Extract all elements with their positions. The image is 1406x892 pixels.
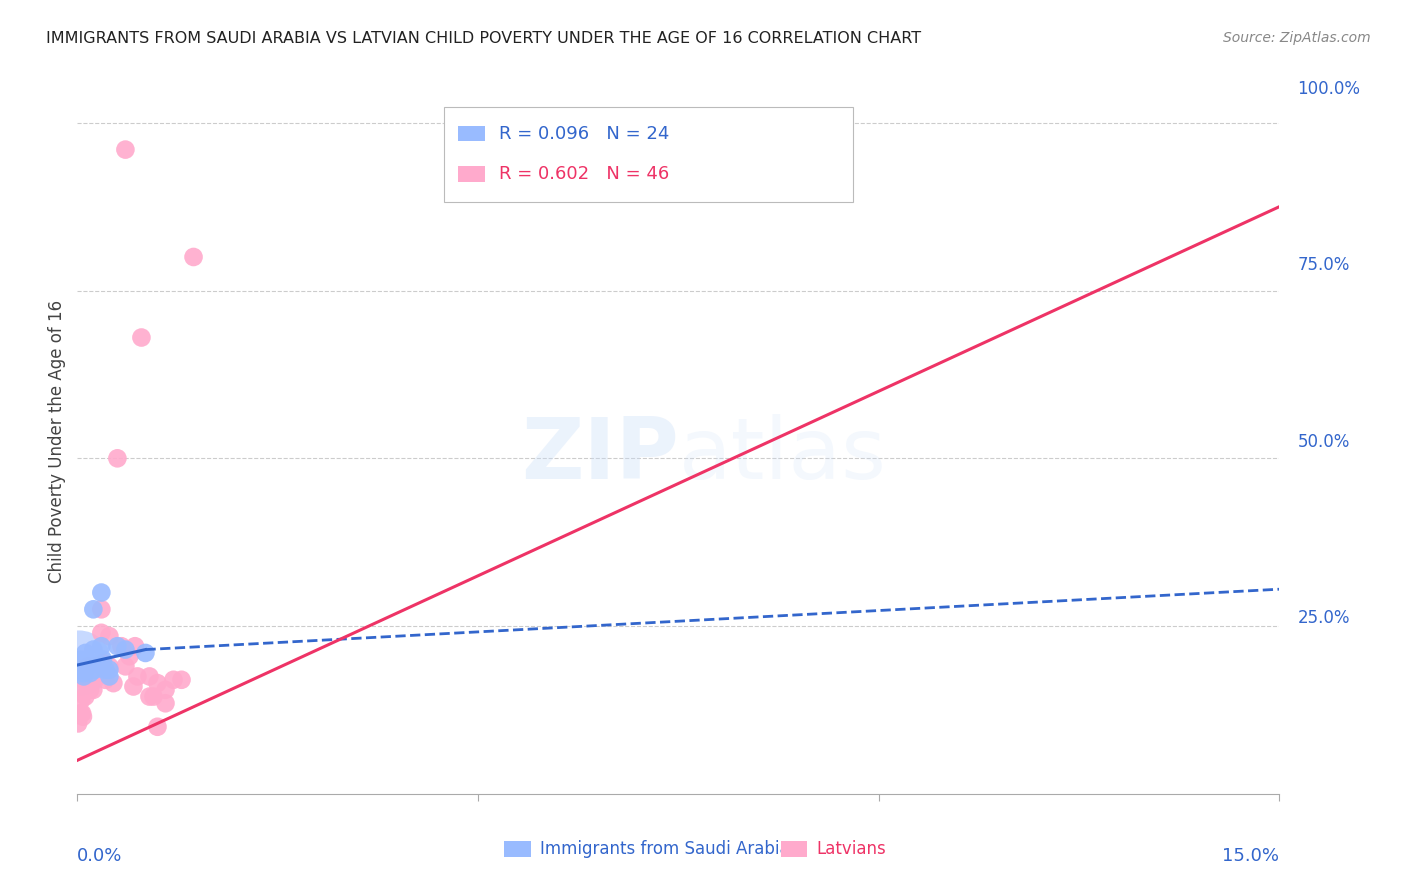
Point [82,642,104,657]
Text: ZIP: ZIP [520,414,679,497]
Point [70,659,93,673]
Point [82,682,104,697]
Point [98,669,121,683]
Point [76,676,98,690]
Point [107,451,129,466]
Text: R = 0.096   N = 24: R = 0.096 N = 24 [499,125,669,143]
Point [67,656,90,670]
Point [69,682,91,697]
Text: 25.0%: 25.0% [1298,608,1350,627]
Point [142,690,165,704]
Point [73,666,96,681]
Point [72,709,94,723]
Point [70,693,93,707]
Point [107,639,129,653]
Point [162,673,184,687]
Point [86,656,108,670]
Point [77,680,100,694]
Point [98,629,121,643]
Point [98,659,121,673]
Point [75,663,97,677]
Point [79,669,101,683]
Y-axis label: Child Poverty Under the Age of 16: Child Poverty Under the Age of 16 [48,300,66,583]
Text: R = 0.602   N = 46: R = 0.602 N = 46 [499,165,669,183]
Point [114,642,136,657]
Text: 75.0%: 75.0% [1298,256,1350,275]
Point [90,585,112,599]
Point [82,602,104,616]
Point [73,673,96,687]
Point [67,716,90,731]
Point [122,680,145,694]
Point [146,676,169,690]
Text: 15.0%: 15.0% [1222,847,1279,864]
Point [86,669,108,683]
Point [146,720,169,734]
Point [80,673,103,687]
Text: atlas: atlas [679,414,886,497]
Point [134,646,156,660]
Text: 50.0%: 50.0% [1298,433,1350,450]
Point [124,639,146,653]
Point [138,669,160,683]
Point [70,663,93,677]
FancyBboxPatch shape [458,126,485,141]
Point [183,250,205,264]
Point [75,669,97,683]
Point [103,676,125,690]
Point [90,625,112,640]
Point [73,669,96,683]
Text: 0.0%: 0.0% [77,847,122,864]
Point [155,696,177,710]
Text: Immigrants from Saudi Arabia: Immigrants from Saudi Arabia [540,840,790,858]
FancyBboxPatch shape [458,166,485,181]
Point [127,669,149,683]
Point [76,653,98,667]
Point [155,682,177,697]
Point [75,646,97,660]
Point [77,656,100,670]
Point [170,673,193,687]
Text: Source: ZipAtlas.com: Source: ZipAtlas.com [1223,31,1371,45]
Point [84,659,107,673]
Point [76,659,98,673]
FancyBboxPatch shape [505,841,530,856]
Point [118,649,141,664]
Point [114,143,136,157]
Point [69,706,91,721]
Text: IMMIGRANTS FROM SAUDI ARABIA VS LATVIAN CHILD POVERTY UNDER THE AGE OF 16 CORREL: IMMIGRANTS FROM SAUDI ARABIA VS LATVIAN … [46,31,921,46]
Point [110,639,132,653]
Point [94,663,117,677]
Point [69,653,91,667]
Point [90,639,112,653]
Point [91,656,114,670]
Point [114,659,136,673]
Point [91,653,114,667]
Point [69,656,91,670]
Text: 100.0%: 100.0% [1298,80,1361,98]
Point [75,690,97,704]
Point [84,663,107,677]
Point [82,663,104,677]
Point [70,706,93,721]
Point [79,666,101,681]
Point [90,602,112,616]
Point [138,690,160,704]
Point [98,663,121,677]
FancyBboxPatch shape [780,841,807,856]
Text: Latvians: Latvians [817,840,886,858]
Point [79,682,101,697]
Point [131,330,153,344]
Point [94,673,117,687]
FancyBboxPatch shape [444,107,852,202]
Point [72,666,94,681]
